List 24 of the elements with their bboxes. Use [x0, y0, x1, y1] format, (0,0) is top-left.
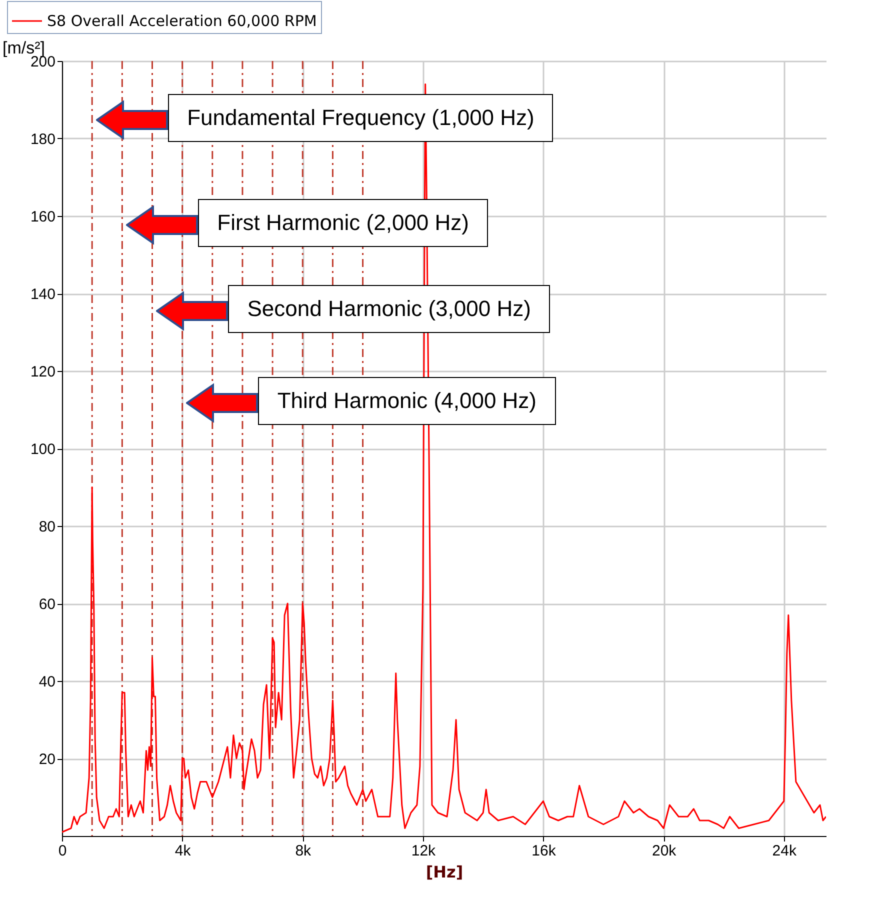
- y-tick-label: 100: [30, 441, 56, 458]
- x-axis-title: [Hz]: [426, 862, 464, 882]
- y-tick-label: 120: [30, 364, 56, 380]
- annotation: Third Harmonic (4,000 Hz): [258, 377, 556, 425]
- annotation: First Harmonic (2,000 Hz): [198, 199, 488, 247]
- x-tick-label: 0: [58, 842, 67, 860]
- annotation: Second Harmonic (3,000 Hz): [228, 285, 550, 333]
- x-tick-label: 20k: [652, 842, 677, 860]
- x-tick-label: 4k: [174, 842, 192, 860]
- line-series: [62, 84, 826, 833]
- legend-label: S8 Overall Acceleration 60,000 RPM: [47, 12, 317, 30]
- y-tick-label: 80: [38, 518, 56, 536]
- y-tick-label: 140: [30, 286, 56, 303]
- y-axis-title: [m/s²]: [2, 38, 45, 58]
- y-tick-label: 60: [38, 596, 56, 613]
- y-tick-label: 160: [30, 208, 56, 226]
- y-tick-label: 40: [38, 674, 56, 690]
- x-tick-label: 12k: [411, 842, 436, 860]
- x-tick-label: 8k: [295, 842, 312, 860]
- x-tick-label: 16k: [532, 842, 556, 860]
- annotation: Fundamental Frequency (1,000 Hz): [168, 94, 554, 142]
- y-tick-label: 20: [38, 751, 56, 768]
- x-tick-label: 24k: [772, 842, 797, 860]
- y-tick-label: 180: [30, 131, 56, 148]
